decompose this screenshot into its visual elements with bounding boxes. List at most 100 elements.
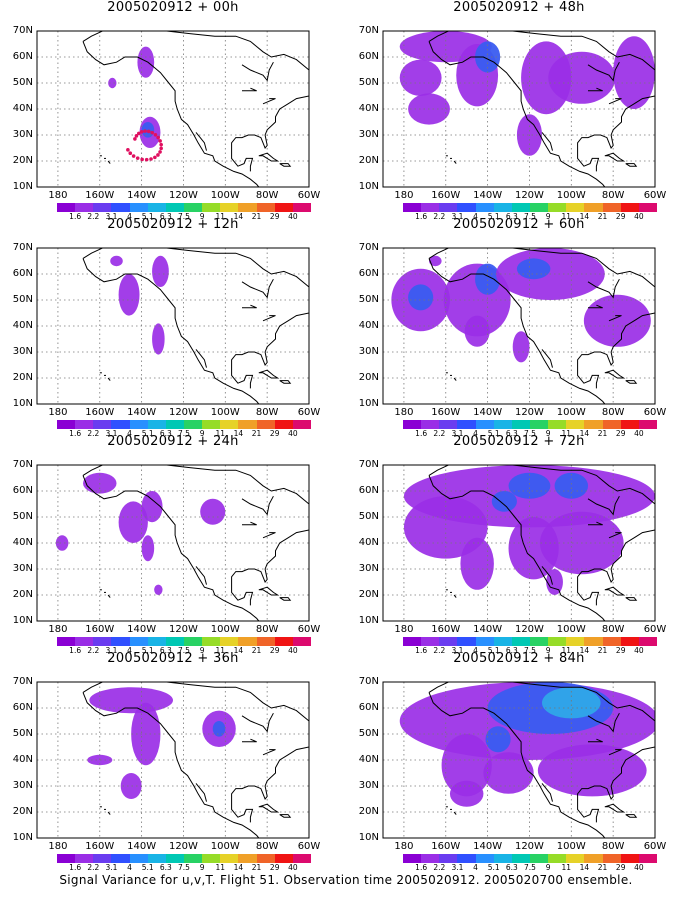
coastline (262, 315, 276, 322)
colorbar-label: 29 (615, 646, 626, 655)
colorbar-swatch (75, 637, 94, 646)
colorbar-label: 1.6 (415, 646, 428, 655)
latitude-label: 40N (12, 537, 33, 548)
observation-point (156, 153, 160, 157)
colorbar-label: 1.6 (415, 429, 428, 438)
coastline (279, 814, 292, 818)
colorbar-swatch (111, 854, 130, 863)
colorbar-label: 6.3 (159, 646, 172, 655)
coastline (107, 811, 111, 815)
colorbar-label: 9 (199, 429, 205, 438)
coastline (577, 746, 655, 823)
longitude-label: 80W (255, 190, 279, 201)
coastline (588, 87, 603, 92)
colorbar-label: 3.1 (451, 646, 464, 655)
colorbar-swatch (403, 854, 422, 863)
colorbar-swatch (75, 203, 94, 212)
longitude-label: 100W (556, 624, 586, 635)
colorbar-label: 5.1 (141, 429, 154, 438)
latitude-label: 50N (358, 294, 379, 305)
longitude-label: 180 (394, 190, 414, 201)
colorbar-swatch (511, 420, 530, 429)
colorbar-swatch (129, 854, 148, 863)
colorbar-swatch (129, 420, 148, 429)
colorbar-label: 1.6 (69, 646, 82, 655)
colorbar-label: 21 (597, 646, 608, 655)
latitude-label: 30N (12, 346, 33, 357)
coastline (242, 738, 257, 743)
coastline (625, 814, 638, 818)
observation-point (136, 131, 141, 136)
coastline (195, 566, 207, 585)
colorbar-label: 14 (233, 212, 244, 221)
latitude-label: 70N (12, 459, 33, 470)
colorbar-label: 5.1 (487, 646, 500, 655)
colorbar-label: 3.1 (451, 212, 464, 221)
latitude-label: 50N (358, 511, 379, 522)
coastline (242, 87, 257, 92)
latitude-label: 50N (12, 728, 33, 739)
colorbar-swatch (421, 637, 440, 646)
latitude-label: 50N (12, 294, 33, 305)
coastline (588, 521, 603, 526)
latitude-label: 10N (358, 398, 379, 409)
coastline (258, 152, 280, 162)
latitude-label: 70N (358, 676, 379, 687)
variance-contour (118, 274, 140, 316)
longitude-label: 180 (394, 624, 414, 635)
longitude-label: 120W (168, 407, 198, 418)
longitude-label: 140W (473, 624, 503, 635)
longitude-label: 120W (514, 190, 544, 201)
colorbar-label: 7.5 (178, 863, 190, 872)
coastline (577, 529, 655, 606)
latitude-label: 70N (358, 459, 379, 470)
longitude-label: 140W (473, 407, 503, 418)
colorbar-label: 40 (288, 212, 298, 221)
latitude-label: 60N (12, 268, 33, 279)
coastline (82, 692, 260, 838)
latitude-label: 30N (358, 129, 379, 140)
colorbar-swatch (602, 637, 621, 646)
coastline (428, 258, 606, 404)
colorbar-swatch (274, 203, 293, 212)
latitude-label: 50N (358, 728, 379, 739)
latitude-label: 30N (358, 780, 379, 791)
colorbar-swatch (183, 420, 203, 429)
longitude-label: 180 (48, 624, 68, 635)
coastline (258, 586, 280, 596)
variance-contour (200, 498, 226, 525)
colorbar-swatch (147, 420, 166, 429)
colorbar (403, 637, 657, 646)
variance-contour (399, 59, 442, 96)
latitude-label: 60N (358, 485, 379, 496)
panel-title: 2005020912 + 48h (453, 0, 585, 15)
colorbar-label: 1.6 (69, 863, 82, 872)
map-plot (382, 30, 656, 188)
longitude-label: 60W (643, 407, 667, 418)
latitude-label: 10N (358, 832, 379, 843)
longitude-label: 180 (394, 841, 414, 852)
colorbar-swatch (57, 420, 76, 429)
latitude-label: 60N (12, 702, 33, 713)
colorbar-swatch (256, 203, 275, 212)
coastline (242, 304, 257, 309)
colorbar-label: 11 (215, 646, 226, 655)
map-frame (382, 30, 656, 188)
observation-point (158, 139, 162, 143)
coastline (604, 803, 626, 813)
observation-point (156, 135, 160, 140)
latitude-label: 60N (12, 51, 33, 62)
colorbar-label: 6.3 (159, 863, 172, 872)
variance-contour (137, 46, 155, 78)
coastline (82, 258, 260, 404)
colorbar-swatch (403, 203, 422, 212)
colorbar-swatch (202, 637, 221, 646)
coastline (587, 61, 620, 82)
colorbar-swatch (183, 637, 203, 646)
longitude-label: 100W (210, 841, 240, 852)
coastline (82, 465, 309, 505)
colorbar-label: 40 (288, 429, 298, 438)
colorbar-swatch (620, 854, 639, 863)
colorbar-label: 5.1 (487, 429, 500, 438)
colorbar-label: 2.2 (87, 429, 100, 438)
